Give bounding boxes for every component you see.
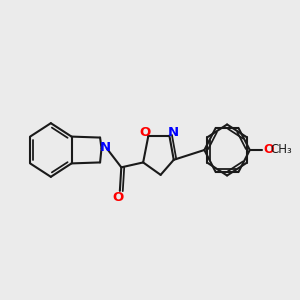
Text: O: O: [139, 126, 151, 139]
Text: N: N: [99, 141, 111, 154]
Text: N: N: [167, 126, 178, 139]
Text: O: O: [263, 143, 274, 157]
Text: CH₃: CH₃: [271, 143, 292, 157]
Text: O: O: [113, 191, 124, 204]
